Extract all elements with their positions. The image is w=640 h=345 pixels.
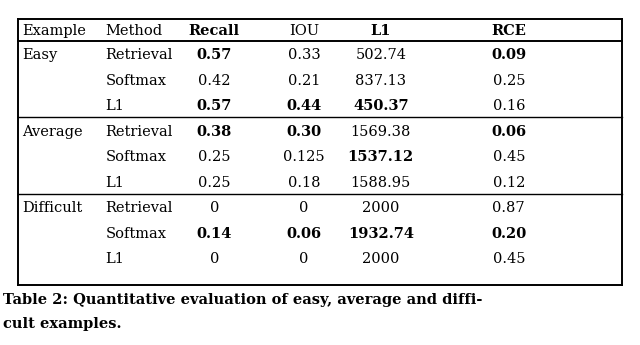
Text: Easy: Easy [22, 48, 58, 62]
Text: 0.21: 0.21 [288, 74, 320, 88]
Text: 0.25: 0.25 [198, 150, 230, 164]
Text: L1: L1 [106, 253, 124, 266]
Text: Softmax: Softmax [106, 227, 166, 241]
Text: 0.87: 0.87 [493, 201, 525, 215]
Text: 450.37: 450.37 [353, 99, 408, 113]
Text: Method: Method [106, 24, 163, 38]
Text: Average: Average [22, 125, 83, 139]
Text: 2000: 2000 [362, 253, 399, 266]
Text: 0.18: 0.18 [288, 176, 320, 190]
Text: Retrieval: Retrieval [106, 48, 173, 62]
Text: L1: L1 [106, 176, 124, 190]
Text: Softmax: Softmax [106, 150, 166, 164]
Text: 0.14: 0.14 [196, 227, 232, 241]
Text: 1537.12: 1537.12 [348, 150, 414, 164]
Text: Retrieval: Retrieval [106, 125, 173, 139]
Text: 0: 0 [210, 201, 219, 215]
Text: RCE: RCE [492, 24, 526, 38]
Text: 2000: 2000 [362, 201, 399, 215]
Text: 0: 0 [210, 253, 219, 266]
Text: L1: L1 [371, 24, 391, 38]
Text: 0: 0 [300, 253, 308, 266]
Text: 0.12: 0.12 [493, 176, 525, 190]
Text: 0.42: 0.42 [198, 74, 230, 88]
Text: 0.45: 0.45 [493, 150, 525, 164]
Text: 0.57: 0.57 [196, 48, 232, 62]
Text: 1932.74: 1932.74 [348, 227, 414, 241]
Text: cult examples.: cult examples. [3, 317, 122, 331]
Text: Table 2: Quantitative evaluation of easy, average and diffi-: Table 2: Quantitative evaluation of easy… [3, 293, 483, 307]
Text: 0.57: 0.57 [196, 99, 232, 113]
Text: 837.13: 837.13 [355, 74, 406, 88]
Text: Recall: Recall [189, 24, 240, 38]
Text: 0.125: 0.125 [283, 150, 325, 164]
Text: Softmax: Softmax [106, 74, 166, 88]
Text: 0.25: 0.25 [493, 74, 525, 88]
Text: 0.38: 0.38 [196, 125, 232, 139]
Text: Example: Example [22, 24, 86, 38]
Text: Retrieval: Retrieval [106, 201, 173, 215]
Text: 0.25: 0.25 [198, 176, 230, 190]
Text: IOU: IOU [289, 24, 319, 38]
Text: 0.44: 0.44 [286, 99, 322, 113]
Text: Difficult: Difficult [22, 201, 83, 215]
Text: L1: L1 [106, 99, 124, 113]
Text: 1569.38: 1569.38 [351, 125, 411, 139]
Text: 0.30: 0.30 [287, 125, 321, 139]
Text: 502.74: 502.74 [355, 48, 406, 62]
Text: 1588.95: 1588.95 [351, 176, 411, 190]
Text: 0.09: 0.09 [492, 48, 526, 62]
Text: 0.45: 0.45 [493, 253, 525, 266]
Text: 0.20: 0.20 [491, 227, 527, 241]
Text: 0.06: 0.06 [287, 227, 321, 241]
Text: 0.16: 0.16 [493, 99, 525, 113]
Text: 0.33: 0.33 [287, 48, 321, 62]
Text: 0: 0 [300, 201, 308, 215]
Text: 0.06: 0.06 [492, 125, 526, 139]
